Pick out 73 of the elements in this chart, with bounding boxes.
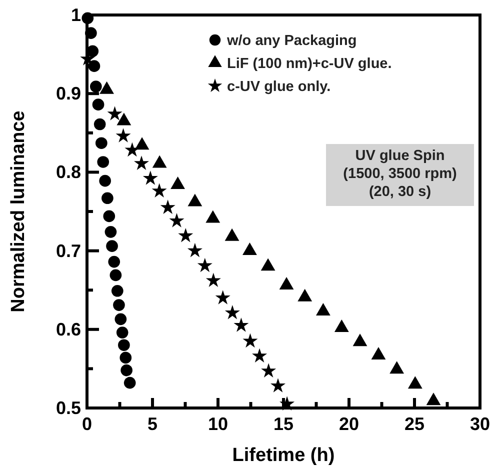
y-tick-label: 1 — [70, 5, 81, 25]
point — [242, 333, 258, 348]
point — [134, 137, 150, 150]
annotation: UV glue Spin (1500, 3500 rpm) (20, 30 s) — [343, 148, 457, 200]
x-tick-label: 30 — [470, 414, 490, 434]
point — [187, 242, 202, 258]
point — [152, 183, 167, 198]
point — [118, 339, 130, 352]
point — [178, 228, 194, 242]
x-tick-label: 25 — [404, 414, 425, 434]
point — [92, 98, 104, 111]
x-tick-label: 15 — [273, 414, 294, 434]
y-tick-label: 0.7 — [56, 240, 81, 261]
point — [334, 320, 349, 332]
point — [142, 170, 158, 185]
point — [206, 272, 221, 288]
point — [206, 210, 220, 223]
x-tick-label: 10 — [208, 414, 228, 434]
legend-label: c-UV glue only. — [227, 79, 331, 95]
point — [110, 269, 122, 282]
point — [106, 240, 118, 252]
y-tick-label: 0.9 — [56, 84, 81, 104]
y-axis-title: Normalized luminance — [8, 110, 29, 312]
y-tick-label: 0.8 — [56, 162, 81, 182]
point — [298, 288, 312, 302]
point — [116, 128, 131, 142]
point — [390, 361, 404, 374]
point — [352, 334, 368, 346]
legend-label: w/o any Packaging — [226, 33, 357, 49]
x-tick-label: 0 — [82, 414, 92, 434]
y-tick-label: 0.6 — [56, 319, 81, 340]
point — [408, 376, 422, 389]
point — [261, 363, 276, 378]
point — [224, 228, 240, 241]
point — [252, 348, 268, 363]
point — [426, 392, 441, 406]
point — [260, 258, 276, 271]
point — [102, 192, 114, 204]
point — [114, 313, 127, 326]
point — [134, 156, 150, 170]
point — [224, 304, 240, 320]
point — [113, 299, 125, 311]
y-tick-label: 0.5 — [56, 398, 81, 418]
point — [124, 376, 136, 389]
point — [215, 290, 230, 304]
point — [97, 156, 110, 168]
point — [371, 347, 386, 360]
point — [234, 318, 249, 332]
point — [270, 378, 286, 392]
point — [111, 284, 124, 297]
legend-label: LiF (100 nm)+c-UV glue. — [227, 56, 392, 72]
point — [107, 106, 122, 120]
point — [120, 352, 132, 364]
point — [188, 194, 202, 206]
point — [99, 174, 111, 187]
point — [104, 226, 117, 238]
point — [95, 137, 108, 150]
point — [197, 258, 212, 272]
point — [94, 118, 106, 130]
point — [120, 364, 132, 376]
point — [103, 210, 116, 222]
point — [169, 213, 184, 228]
x-tick-label: 5 — [147, 414, 158, 434]
point — [160, 200, 176, 214]
point — [152, 155, 167, 168]
point — [279, 277, 294, 290]
point — [316, 303, 330, 316]
point — [88, 60, 100, 72]
point — [108, 256, 120, 268]
x-tick-label: 20 — [338, 414, 360, 434]
point — [116, 326, 128, 338]
x-axis-title: Lifetime (h) — [232, 445, 335, 466]
point — [90, 80, 102, 92]
